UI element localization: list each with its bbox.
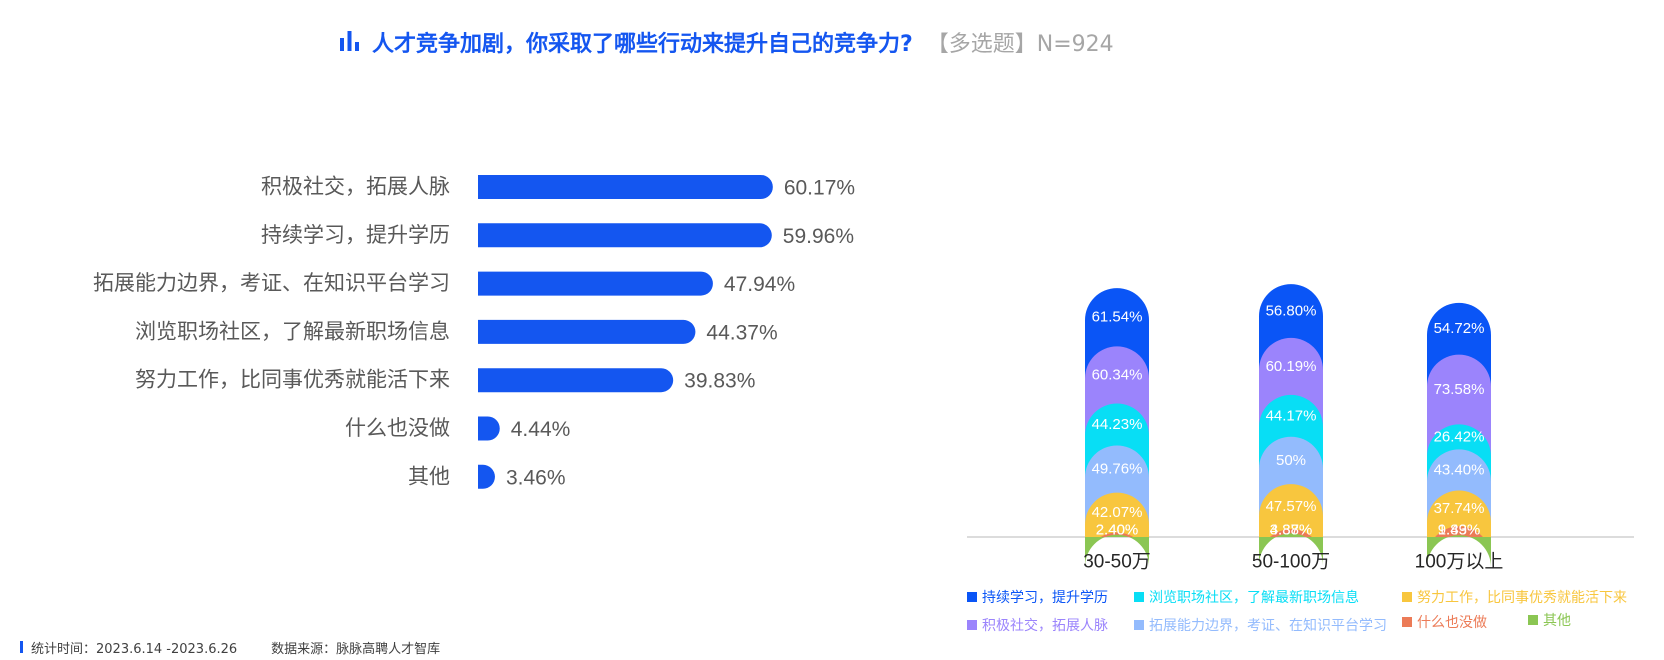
stack-segment bbox=[1427, 526, 1491, 559]
segment-label: 2.40% bbox=[1096, 522, 1139, 539]
data-label: 60.17% bbox=[784, 177, 855, 200]
data-label: 59.96% bbox=[783, 225, 854, 248]
segment-label: 47.57% bbox=[1266, 498, 1317, 515]
category-label: 积极社交，拓展人脉 bbox=[261, 176, 450, 199]
segment-label: 9.43% bbox=[1438, 522, 1481, 539]
legend-swatch bbox=[967, 620, 977, 630]
legend: 持续学习，提升学历 浏览职场社区，了解最新职场信息 努力工作，比同事优秀就能活下来积… bbox=[967, 589, 1627, 633]
segment-label: 54.72% bbox=[1434, 320, 1485, 337]
stacked-column-chart: 61.54%60.34%44.23%49.76%42.07%2.40%2.40%… bbox=[967, 284, 1634, 573]
stack-segment bbox=[1427, 490, 1491, 537]
bar bbox=[478, 368, 674, 393]
category-label: 浏览职场社区，了解最新职场信息 bbox=[135, 320, 450, 343]
stack-segment bbox=[1427, 535, 1491, 568]
bar bbox=[478, 416, 500, 441]
segment-label: 3.88% bbox=[1270, 522, 1313, 539]
bar-chart-icon bbox=[340, 29, 360, 55]
footer-source: 数据来源：脉脉高聘人才智库 bbox=[271, 641, 441, 657]
legend-swatch bbox=[1402, 617, 1412, 627]
segment-label: 4.37% bbox=[1270, 522, 1313, 539]
data-label: 44.37% bbox=[706, 321, 777, 344]
chart-title: 人才竞争加剧，你采取了哪些行动来提升自己的竞争力? 【多选题】N=924 bbox=[340, 26, 1114, 58]
category-label: 其他 bbox=[408, 465, 450, 488]
segment-label: 60.34% bbox=[1092, 366, 1143, 383]
column-category-label: 50-100万 bbox=[1252, 552, 1330, 573]
data-label: 3.46% bbox=[506, 466, 566, 489]
stack-segment bbox=[1259, 484, 1323, 537]
segment-label: 73.58% bbox=[1434, 381, 1485, 398]
legend-label: 积极社交，拓展人脉 bbox=[982, 617, 1108, 633]
stack-segment bbox=[1085, 534, 1149, 567]
segment-label: 56.80% bbox=[1266, 302, 1317, 319]
footer-period: 统计时间：2023.6.14 -2023.6.26 bbox=[31, 641, 238, 657]
stack-segment bbox=[1085, 492, 1149, 537]
category-label: 什么也没做 bbox=[345, 417, 450, 440]
column-category-label: 100万以上 bbox=[1415, 551, 1504, 573]
segment-label: 60.19% bbox=[1266, 358, 1317, 375]
segment-label: 43.40% bbox=[1434, 461, 1485, 478]
segment-label: 61.54% bbox=[1092, 309, 1143, 326]
category-label: 拓展能力边界，考证、在知识平台学习 bbox=[93, 272, 450, 295]
legend-label: 什么也没做 bbox=[1417, 614, 1487, 630]
bar bbox=[478, 319, 696, 344]
bar bbox=[478, 175, 773, 199]
segment-label: 50% bbox=[1276, 452, 1306, 469]
footer: 统计时间：2023.6.14 -2023.6.26 数据来源：脉脉高聘人才智库 bbox=[20, 637, 440, 657]
legend-label: 努力工作，比同事优秀就能活下来 bbox=[1417, 589, 1627, 605]
data-label: 47.94% bbox=[724, 273, 795, 296]
bar bbox=[478, 271, 713, 296]
bar bbox=[478, 464, 495, 489]
segment-label: 49.76% bbox=[1092, 461, 1143, 478]
segment-label: 26.42% bbox=[1434, 428, 1485, 445]
legend-swatch bbox=[1134, 620, 1144, 630]
legend-label: 拓展能力边界，考证、在知识平台学习 bbox=[1149, 617, 1387, 633]
category-label: 努力工作，比同事优秀就能活下来 bbox=[135, 369, 450, 392]
chart-subtitle: 【多选题】N=924 bbox=[926, 32, 1114, 57]
segment-label: 1.89% bbox=[1438, 522, 1481, 539]
legend-swatch bbox=[1134, 592, 1144, 602]
bar bbox=[478, 223, 772, 248]
legend-swatch bbox=[1402, 592, 1412, 602]
footer-marker bbox=[20, 641, 23, 653]
segment-label: 44.23% bbox=[1092, 416, 1143, 433]
horizontal-bar-chart: 积极社交，拓展人脉 60.17% 持续学习，提升学历 59.96% 拓展能力边界，考证、… bbox=[93, 175, 855, 489]
legend-swatch bbox=[1528, 615, 1538, 625]
legend-label: 持续学习，提升学历 bbox=[982, 589, 1108, 605]
chart-title-text: 人才竞争加剧，你采取了哪些行动来提升自己的竞争力? bbox=[372, 32, 913, 57]
legend-swatch bbox=[967, 592, 977, 602]
legend-label: 其他 bbox=[1543, 612, 1571, 628]
legend-label: 浏览职场社区，了解最新职场信息 bbox=[1149, 589, 1359, 605]
segment-label: 37.74% bbox=[1434, 500, 1485, 517]
category-label: 持续学习，提升学历 bbox=[261, 224, 450, 247]
segment-label: 42.07% bbox=[1092, 504, 1143, 521]
segment-label: 2.40% bbox=[1096, 522, 1139, 539]
data-label: 4.44% bbox=[511, 418, 571, 441]
column-category-label: 30-50万 bbox=[1083, 552, 1151, 573]
segment-label: 44.17% bbox=[1266, 407, 1317, 424]
data-label: 39.83% bbox=[684, 370, 755, 393]
